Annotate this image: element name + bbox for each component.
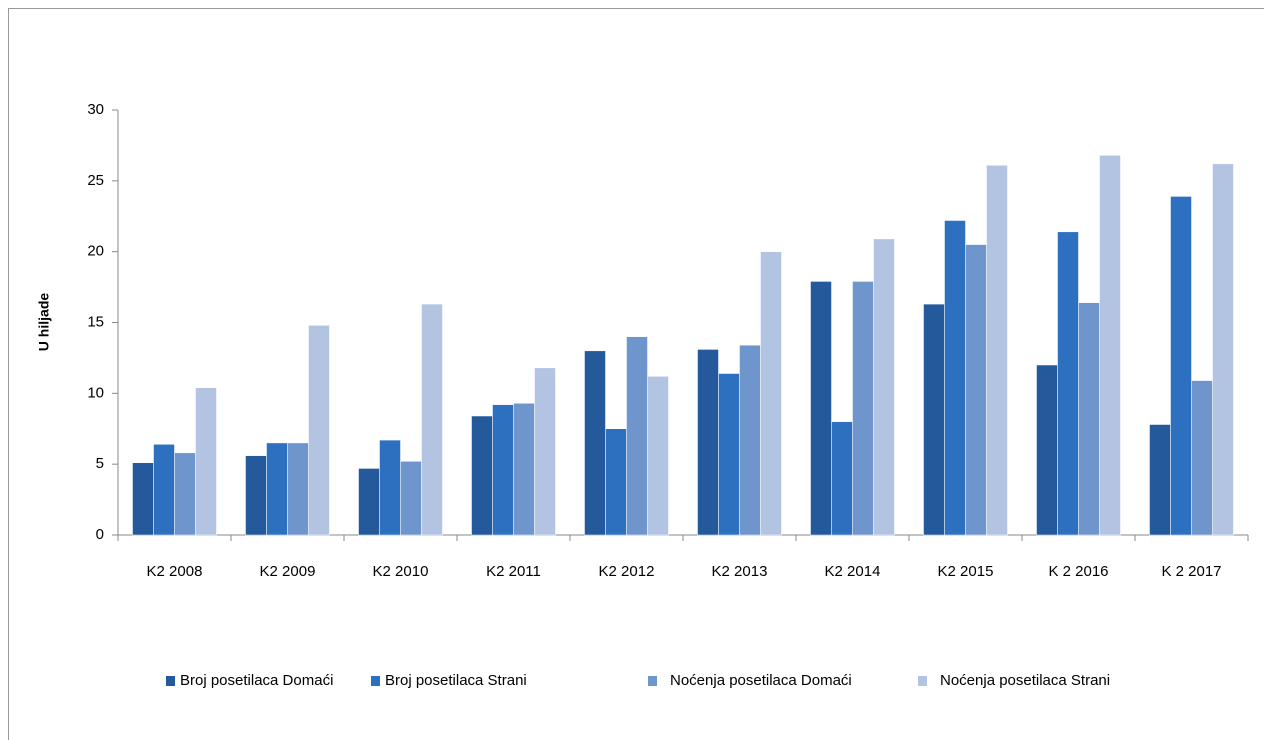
legend-label: Broj posetilaca Domaći bbox=[180, 672, 333, 689]
bar bbox=[266, 442, 288, 536]
bar bbox=[1170, 196, 1192, 536]
chart-frame bbox=[8, 8, 1264, 740]
bar bbox=[513, 403, 535, 536]
x-tick-label: K2 2008 bbox=[147, 563, 203, 580]
x-tick-label: K2 2009 bbox=[260, 563, 316, 580]
bar bbox=[626, 336, 648, 536]
bar bbox=[1036, 364, 1058, 536]
x-tick-label: K2 2012 bbox=[599, 563, 655, 580]
legend-swatch bbox=[166, 676, 175, 686]
x-tick-label: K2 2013 bbox=[712, 563, 768, 580]
x-tick-label: K 2 2016 bbox=[1048, 563, 1108, 580]
bar bbox=[923, 303, 945, 536]
bar bbox=[760, 251, 782, 536]
y-axis-label: U hiljade bbox=[36, 293, 52, 352]
y-tick-label: 30 bbox=[87, 101, 104, 118]
bar bbox=[986, 165, 1008, 536]
bar bbox=[810, 281, 832, 536]
bar bbox=[1099, 155, 1121, 536]
bar bbox=[852, 281, 874, 536]
bar bbox=[718, 373, 740, 536]
bar bbox=[1057, 231, 1079, 536]
bar bbox=[308, 325, 330, 536]
legend-label: Broj posetilaca Strani bbox=[385, 672, 527, 689]
legend-swatch bbox=[918, 676, 927, 686]
x-tick-label: K2 2010 bbox=[373, 563, 429, 580]
bar bbox=[1149, 424, 1171, 536]
bar bbox=[873, 238, 895, 536]
bar bbox=[1078, 302, 1100, 536]
bar bbox=[421, 303, 443, 536]
bar bbox=[471, 415, 493, 536]
bar bbox=[965, 244, 987, 536]
bar bbox=[534, 367, 556, 536]
bar bbox=[944, 220, 966, 536]
bar bbox=[647, 376, 669, 536]
bar bbox=[1212, 163, 1234, 536]
legend-label: Noćenja posetilaca Strani bbox=[940, 672, 1110, 689]
bar bbox=[174, 452, 196, 536]
y-tick-label: 10 bbox=[87, 384, 104, 401]
bar bbox=[245, 455, 267, 536]
bar bbox=[1191, 380, 1213, 536]
x-tick-label: K2 2015 bbox=[938, 563, 994, 580]
legend-swatch bbox=[371, 676, 380, 686]
y-tick-label: 0 bbox=[96, 526, 104, 543]
bar bbox=[400, 461, 422, 536]
y-tick-label: 25 bbox=[87, 172, 104, 189]
bar bbox=[287, 442, 309, 536]
bar bbox=[195, 387, 217, 536]
bar bbox=[605, 428, 627, 536]
bar bbox=[153, 444, 175, 536]
bar bbox=[697, 349, 719, 536]
bar bbox=[132, 462, 154, 536]
bar bbox=[492, 404, 514, 536]
legend-swatch bbox=[648, 676, 657, 686]
bar bbox=[739, 344, 761, 536]
x-tick-label: K2 2011 bbox=[486, 563, 541, 580]
y-tick-label: 15 bbox=[87, 313, 104, 330]
y-tick-label: 5 bbox=[96, 455, 104, 472]
legend-label: Noćenja posetilaca Domaći bbox=[670, 672, 852, 689]
bar bbox=[831, 421, 853, 536]
y-tick-label: 20 bbox=[87, 243, 104, 260]
bar bbox=[358, 468, 380, 536]
x-tick-label: K 2 2017 bbox=[1161, 563, 1221, 580]
bar bbox=[584, 350, 606, 536]
x-tick-label: K2 2014 bbox=[825, 563, 881, 580]
bar bbox=[379, 439, 401, 536]
